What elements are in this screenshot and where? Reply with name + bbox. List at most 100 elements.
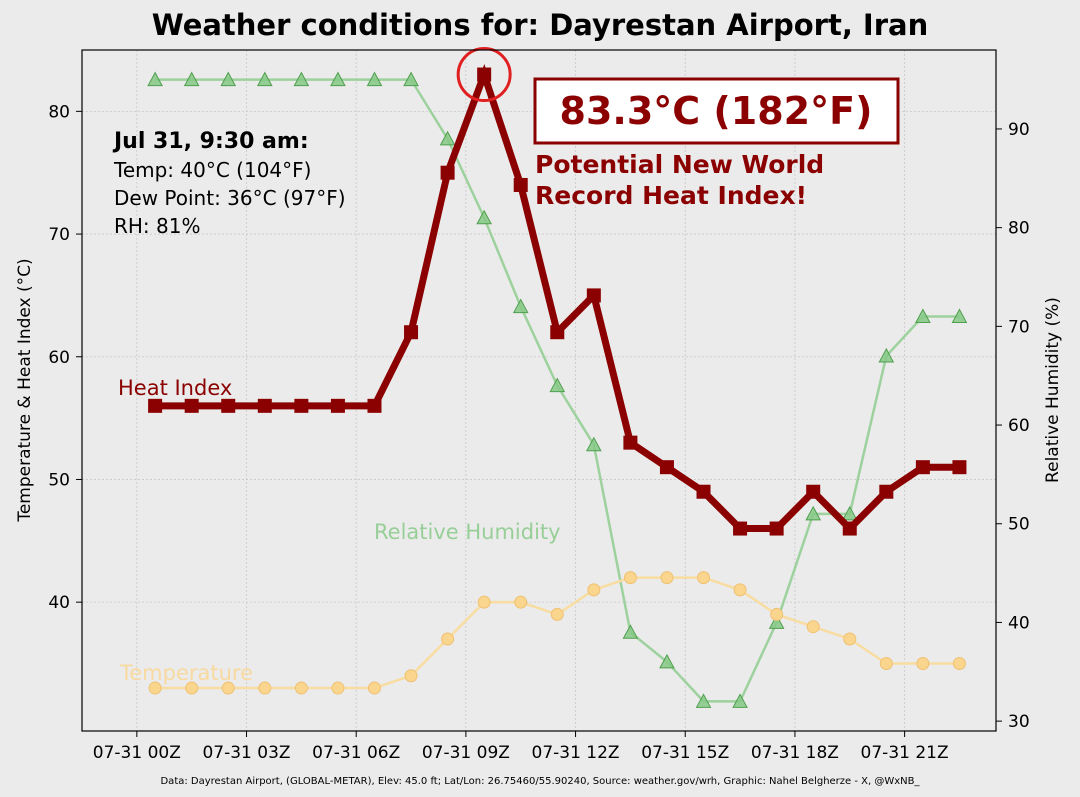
temperature-point — [221, 681, 235, 695]
x-tick-label: 07-31 00Z — [93, 743, 181, 763]
temperature-point — [441, 632, 455, 646]
x-tick-label: 07-31 03Z — [202, 743, 290, 763]
y2-tick-label: 30 — [1008, 712, 1030, 732]
y2-tick-label: 90 — [1008, 120, 1030, 140]
heat-index-point — [330, 398, 345, 413]
y-tick-label: 70 — [48, 225, 70, 245]
temperature-point — [623, 571, 637, 585]
relative-humidity-point — [476, 209, 492, 225]
y2-axis-label: Relative Humidity (%) — [1043, 297, 1063, 483]
relative-humidity-point — [659, 653, 675, 669]
relative-humidity-point — [403, 71, 419, 87]
heat-index-point — [586, 288, 601, 303]
y-tick-label: 40 — [48, 593, 70, 613]
heat-index-point — [952, 460, 967, 475]
temperature-point — [770, 607, 784, 621]
temperature-point — [185, 681, 199, 695]
x-tick-label: 07-31 06Z — [312, 743, 400, 763]
temperature-point — [331, 681, 345, 695]
y2-tick-label: 70 — [1008, 317, 1030, 337]
relative-humidity-point — [951, 308, 968, 323]
temperature-point — [294, 681, 308, 695]
y-tick-label: 80 — [48, 102, 70, 122]
relative-humidity-point — [768, 614, 785, 629]
heat-index-series — [148, 47, 967, 536]
heat-index-point — [842, 521, 857, 536]
chart-title: Weather conditions for: Dayrestan Airpor… — [151, 8, 929, 42]
x-tick-label: 07-31 21Z — [861, 743, 949, 763]
relative-humidity-point — [549, 377, 566, 393]
axis-ticks: 07-31 00Z 07-31 03Z 07-31 06Z 07-31 09Z 07-3… — [48, 102, 1029, 763]
temperature-label: Temperature — [119, 661, 253, 685]
y-axis-label: Temperature & Heat Index (°C) — [15, 258, 35, 522]
relative-humidity-point — [805, 505, 822, 521]
x-tick-label: 07-31 15Z — [641, 743, 729, 763]
annotation-temp: Temp: 40°C (104°F) — [113, 158, 311, 182]
temperature-point — [258, 681, 272, 695]
heat-index-point — [806, 484, 821, 499]
relative-humidity-point — [147, 71, 163, 87]
record-line-2: Record Heat Index! — [535, 181, 807, 210]
relative-humidity-point — [512, 298, 529, 314]
heat-index-point — [404, 325, 419, 340]
temperature-point — [952, 657, 966, 671]
temperature-point — [843, 632, 857, 646]
relative-humidity-point — [183, 71, 200, 87]
temperature-point — [550, 607, 564, 621]
relative-humidity-point — [732, 693, 748, 708]
temperature-point — [697, 571, 711, 585]
temperature-point — [879, 657, 893, 671]
heat-index-point — [623, 435, 638, 450]
temperature-point — [477, 595, 491, 609]
heat-index-label: Heat Index — [118, 376, 232, 400]
annotation-rh: RH: 81% — [114, 214, 200, 238]
record-line-1: Potential New World — [535, 150, 824, 179]
heat-index-point — [477, 67, 492, 82]
temperature-point — [587, 583, 601, 597]
relative-humidity-point — [622, 624, 639, 639]
temperature-point — [514, 595, 528, 609]
relative-humidity-point — [330, 71, 346, 87]
relative-humidity-point — [915, 308, 931, 323]
temperature-point — [806, 620, 820, 634]
heat-index-point — [184, 398, 199, 413]
relative-humidity-point — [366, 71, 383, 87]
heat-index-point — [915, 460, 930, 475]
relative-humidity-point — [256, 71, 273, 87]
y2-tick-label: 80 — [1008, 219, 1030, 239]
record-value: 83.3°C (182°F) — [560, 89, 873, 133]
x-tick-label: 07-31 09Z — [422, 743, 510, 763]
heat-index-point — [513, 177, 528, 192]
heat-index-point — [659, 460, 674, 475]
temperature-point — [916, 657, 930, 671]
relative-humidity-point — [439, 130, 456, 146]
heat-index-point — [733, 521, 748, 536]
relative-humidity-point — [878, 347, 895, 363]
heat-index-point — [440, 165, 455, 180]
annotation-heading: Jul 31, 9:30 am: — [112, 129, 309, 154]
record-box — [533, 77, 900, 145]
relative-humidity-point — [293, 71, 310, 87]
heat-index-point — [221, 398, 236, 413]
relative-humidity-series — [147, 71, 968, 708]
peak-highlight-circle — [456, 47, 512, 103]
y-tick-label: 60 — [48, 348, 70, 368]
relative-humidity-label: Relative Humidity — [374, 520, 561, 544]
relative-humidity-point — [695, 693, 712, 708]
footer-credits: Data: Dayrestan Airport, (GLOBAL-METAR),… — [160, 776, 920, 787]
relative-humidity-point — [841, 505, 858, 521]
y2-tick-label: 40 — [1008, 613, 1030, 633]
heat-index-point — [550, 325, 565, 340]
x-tick-label: 07-31 12Z — [532, 743, 620, 763]
temperature-point — [367, 681, 381, 695]
temperature-line — [155, 576, 960, 690]
y2-tick-label: 50 — [1008, 515, 1030, 535]
temperature-point — [404, 669, 418, 683]
heat-index-point — [769, 521, 784, 536]
heat-index-point — [257, 398, 272, 413]
temperature-series — [148, 571, 966, 695]
heat-index-point — [294, 398, 309, 413]
x-tick-label: 07-31 18Z — [751, 743, 839, 763]
temperature-point — [660, 571, 674, 585]
